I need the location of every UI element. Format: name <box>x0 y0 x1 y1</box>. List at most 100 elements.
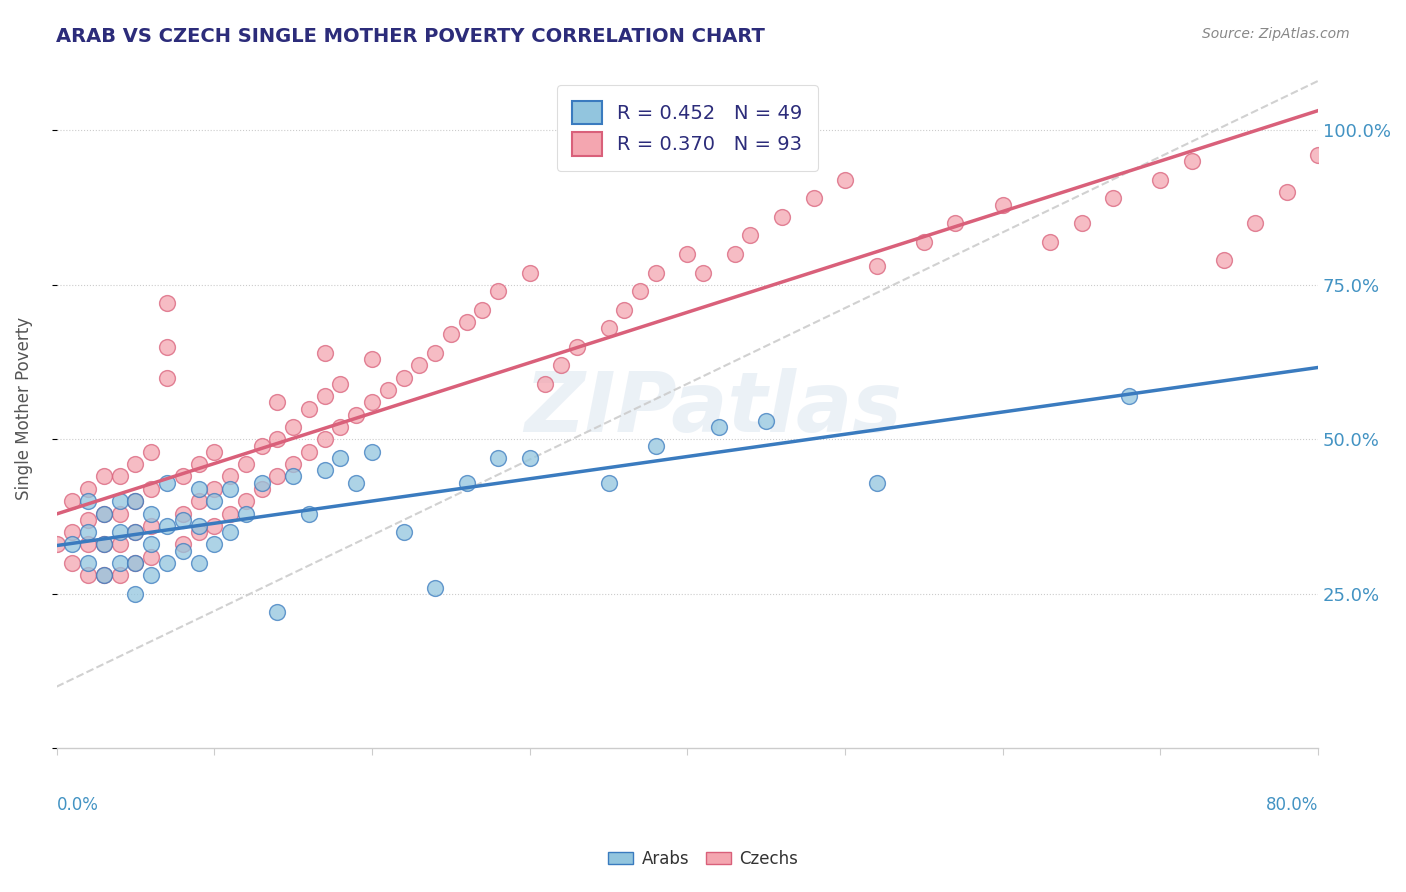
Point <box>329 450 352 465</box>
Point <box>77 556 100 570</box>
Point <box>266 606 288 620</box>
Point <box>440 327 463 342</box>
Point <box>486 284 509 298</box>
Text: 80.0%: 80.0% <box>1265 796 1319 814</box>
Point <box>77 513 100 527</box>
Point <box>519 266 541 280</box>
Point <box>172 513 194 527</box>
Point <box>124 556 146 570</box>
Point <box>202 494 225 508</box>
Point <box>755 414 778 428</box>
Point <box>1275 185 1298 199</box>
Point <box>423 581 446 595</box>
Point <box>1118 389 1140 403</box>
Point <box>172 537 194 551</box>
Point <box>344 475 367 490</box>
Point <box>1181 154 1204 169</box>
Point <box>77 568 100 582</box>
Point <box>266 395 288 409</box>
Point <box>93 507 115 521</box>
Point <box>565 340 588 354</box>
Point <box>124 525 146 540</box>
Point <box>187 457 209 471</box>
Point <box>141 519 163 533</box>
Point <box>141 507 163 521</box>
Point <box>124 494 146 508</box>
Point <box>770 210 793 224</box>
Point <box>281 420 304 434</box>
Point <box>991 197 1014 211</box>
Point <box>613 302 636 317</box>
Point <box>141 568 163 582</box>
Point <box>456 475 478 490</box>
Point <box>77 525 100 540</box>
Point <box>156 475 179 490</box>
Point <box>93 469 115 483</box>
Point <box>266 433 288 447</box>
Point <box>1149 173 1171 187</box>
Point <box>156 556 179 570</box>
Point <box>865 475 887 490</box>
Point <box>912 235 935 249</box>
Point <box>266 469 288 483</box>
Point <box>141 537 163 551</box>
Point <box>281 457 304 471</box>
Point <box>344 408 367 422</box>
Point <box>235 494 257 508</box>
Point <box>141 444 163 458</box>
Point <box>219 469 242 483</box>
Point <box>187 494 209 508</box>
Point <box>60 556 83 570</box>
Point <box>314 346 336 360</box>
Point <box>235 507 257 521</box>
Point <box>329 376 352 391</box>
Point <box>250 482 273 496</box>
Point <box>187 556 209 570</box>
Point <box>408 358 430 372</box>
Point <box>219 525 242 540</box>
Point <box>141 549 163 564</box>
Text: Source: ZipAtlas.com: Source: ZipAtlas.com <box>1202 27 1350 41</box>
Point <box>281 469 304 483</box>
Point <box>108 568 131 582</box>
Point <box>945 216 967 230</box>
Point <box>471 302 494 317</box>
Point <box>1102 191 1125 205</box>
Point <box>108 494 131 508</box>
Point <box>187 519 209 533</box>
Point <box>314 433 336 447</box>
Point <box>598 475 620 490</box>
Point <box>202 444 225 458</box>
Point <box>423 346 446 360</box>
Point <box>156 296 179 310</box>
Point <box>707 420 730 434</box>
Point <box>77 537 100 551</box>
Point <box>628 284 651 298</box>
Point <box>172 543 194 558</box>
Point <box>156 519 179 533</box>
Point <box>314 463 336 477</box>
Point <box>93 507 115 521</box>
Point <box>598 321 620 335</box>
Point <box>250 475 273 490</box>
Point <box>486 450 509 465</box>
Point <box>361 395 384 409</box>
Text: 0.0%: 0.0% <box>56 796 98 814</box>
Point <box>550 358 572 372</box>
Point <box>77 482 100 496</box>
Point <box>202 519 225 533</box>
Point <box>60 494 83 508</box>
Point <box>156 340 179 354</box>
Point <box>377 383 399 397</box>
Point <box>740 228 762 243</box>
Point <box>298 401 321 416</box>
Legend: R = 0.452   N = 49, R = 0.370   N = 93: R = 0.452 N = 49, R = 0.370 N = 93 <box>557 85 818 171</box>
Text: ARAB VS CZECH SINGLE MOTHER POVERTY CORRELATION CHART: ARAB VS CZECH SINGLE MOTHER POVERTY CORR… <box>56 27 765 45</box>
Point <box>124 525 146 540</box>
Point <box>298 507 321 521</box>
Point <box>1039 235 1062 249</box>
Point <box>1308 148 1330 162</box>
Point <box>644 266 666 280</box>
Point <box>534 376 557 391</box>
Point <box>93 537 115 551</box>
